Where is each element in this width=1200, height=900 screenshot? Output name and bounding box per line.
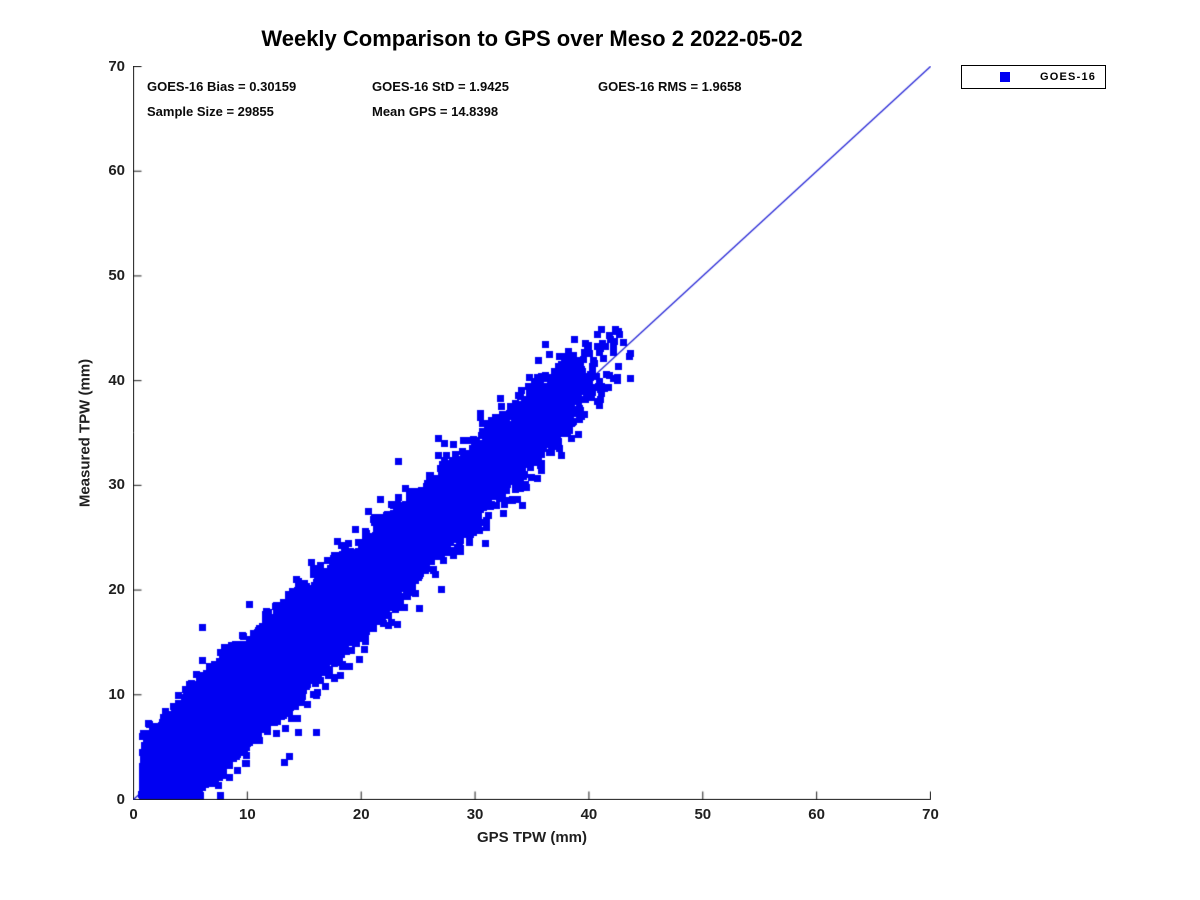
legend-square-marker-icon xyxy=(1000,72,1010,82)
y-tick-label: 50 xyxy=(108,266,125,284)
y-tick-label: 70 xyxy=(108,57,125,75)
chart-title: Weekly Comparison to GPS over Meso 2 202… xyxy=(261,26,803,51)
legend-label: GOES-16 xyxy=(1040,71,1097,83)
x-axis-label: GPS TPW (mm) xyxy=(476,829,587,846)
y-tick-label: 60 xyxy=(108,162,125,180)
x-tick-label: 60 xyxy=(808,806,825,823)
scatter-plot-area xyxy=(133,66,931,800)
x-tick-label: 40 xyxy=(580,806,598,823)
x-tick-label: 0 xyxy=(129,806,138,823)
y-tick-label: 20 xyxy=(108,581,125,599)
x-tick-label: 20 xyxy=(352,806,370,823)
x-tick-label: 30 xyxy=(466,806,484,823)
y-tick-label: 30 xyxy=(108,476,125,494)
y-tick-label: 10 xyxy=(108,685,125,703)
y-tick-label: 0 xyxy=(116,790,125,808)
legend: GOES-16 xyxy=(961,65,1106,89)
x-tick-label: 50 xyxy=(694,806,712,823)
x-tick-label: 10 xyxy=(239,806,256,823)
y-axis-label: Measured TPW (mm) xyxy=(76,358,94,508)
x-tick-label: 70 xyxy=(922,806,939,823)
y-tick-label: 40 xyxy=(108,371,125,389)
